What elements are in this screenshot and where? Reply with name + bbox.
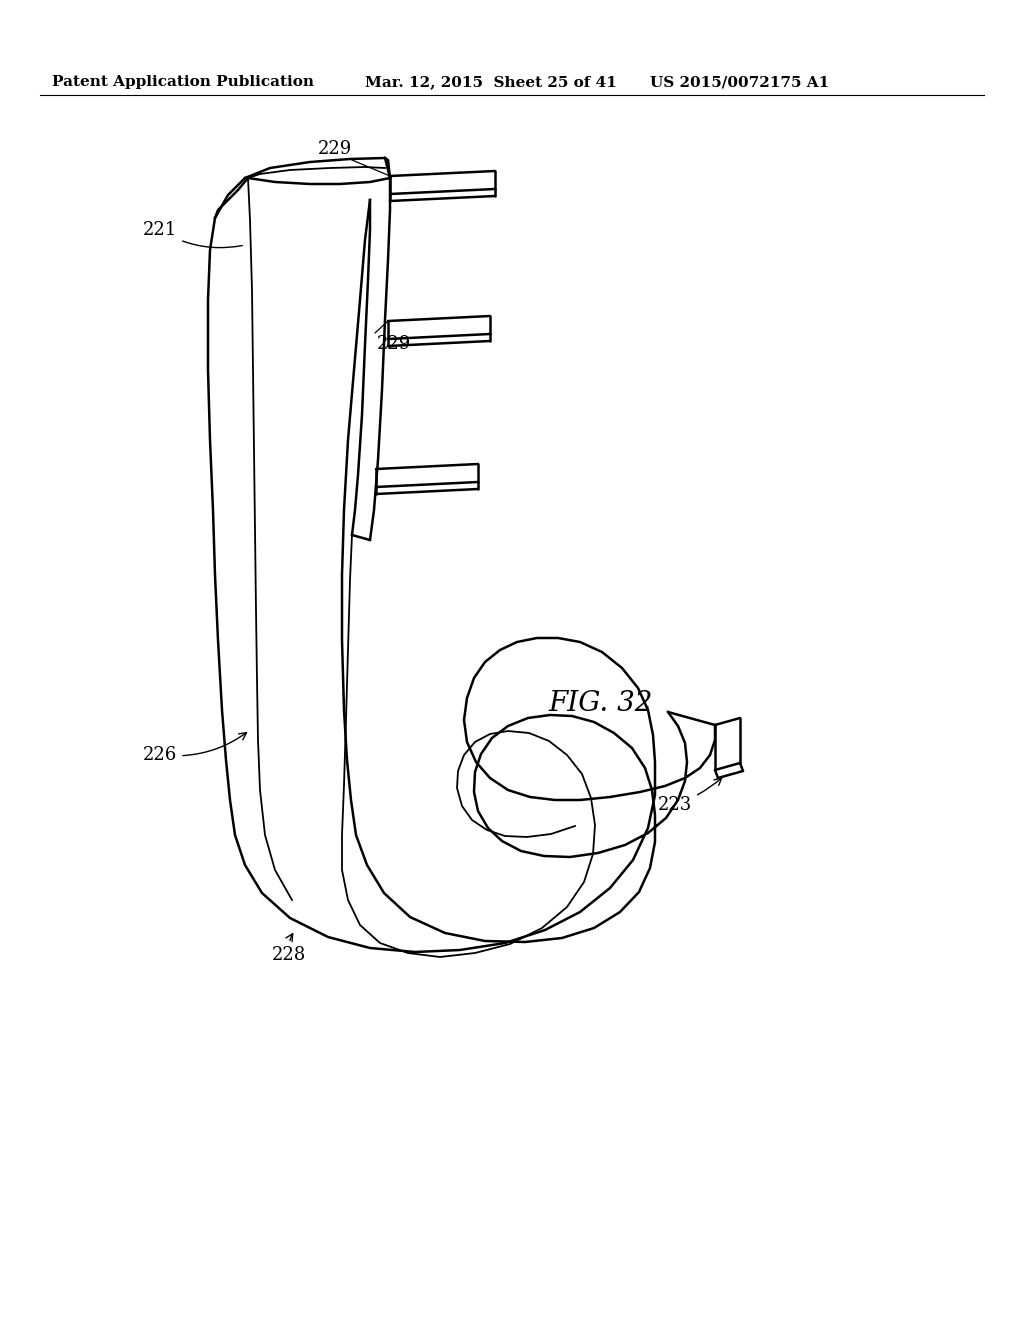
Text: 221: 221 [143, 220, 243, 248]
Text: 229: 229 [318, 140, 352, 158]
Text: 228: 228 [272, 933, 306, 964]
Text: 223: 223 [658, 777, 722, 814]
Text: FIG. 32: FIG. 32 [548, 690, 652, 717]
Text: 226: 226 [143, 733, 247, 764]
Text: Mar. 12, 2015  Sheet 25 of 41: Mar. 12, 2015 Sheet 25 of 41 [365, 75, 616, 88]
Text: US 2015/0072175 A1: US 2015/0072175 A1 [650, 75, 829, 88]
Text: Patent Application Publication: Patent Application Publication [52, 75, 314, 88]
Text: 229: 229 [377, 335, 412, 352]
